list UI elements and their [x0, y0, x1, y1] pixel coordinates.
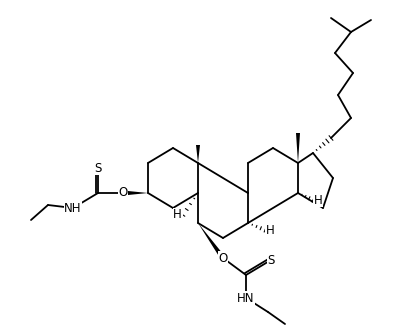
Polygon shape — [123, 191, 148, 196]
Polygon shape — [296, 133, 300, 163]
Text: H: H — [173, 209, 182, 221]
Text: S: S — [94, 162, 102, 175]
Text: H: H — [266, 223, 275, 236]
Polygon shape — [196, 145, 200, 163]
Polygon shape — [198, 223, 225, 259]
Text: NH: NH — [64, 201, 82, 215]
Text: O: O — [219, 251, 228, 265]
Text: HN: HN — [237, 291, 255, 304]
Text: H: H — [314, 194, 323, 206]
Text: S: S — [267, 253, 275, 267]
Text: O: O — [118, 186, 128, 199]
